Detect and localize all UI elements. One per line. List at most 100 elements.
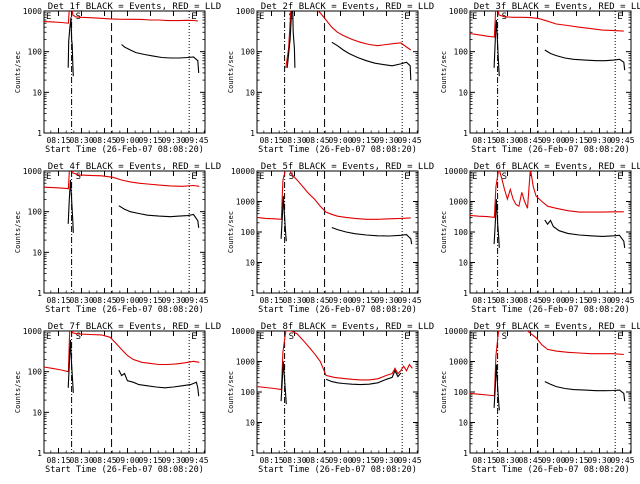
events-series-line [118,369,200,397]
panel-title: Det 7f BLACK = Events, RED = LLD [48,322,221,332]
y-tick-label: 10 [458,88,468,97]
x-tick-label: 09:30 [161,456,185,465]
y-axis-label: Counts/sec [14,371,22,413]
y-axis-label: Counts/sec [440,211,448,253]
y-tick-label: 100 [241,388,256,397]
x-tick-label: 09:30 [587,456,611,465]
plot-frame [43,10,206,134]
marker-s: S [289,172,294,182]
lld-series-line [285,11,412,68]
x-tick-label: 08:30 [282,296,306,305]
x-tick-label: 08:30 [282,456,306,465]
events-series-line [280,361,287,405]
marker-s: S [289,332,294,342]
y-tick-label: 10 [245,259,255,268]
x-tick-label: 08:30 [495,296,519,305]
y-tick-label: 10 [458,419,468,428]
panel-det-4: Det 4f BLACK = Events, RED = LLD 1 10 100 10… [14,162,221,315]
y-tick-label: 10 [245,88,255,97]
x-tick-label: 08:15 [259,456,283,465]
x-tick-label: 09:00 [328,456,352,465]
y-tick-label: 1 [37,129,42,138]
marker-e-start: E [472,332,477,342]
x-tick-label: 08:45 [92,136,116,145]
y-tick-label: 1000 [236,198,255,207]
marker-e: E [404,12,409,22]
x-tick-label: 08:45 [518,136,542,145]
y-axis-label: Counts/sec [440,51,448,93]
x-tick-label: 09:30 [374,296,398,305]
marker-e: E [191,12,196,22]
marker-e: E [404,172,409,182]
y-axis-label: Counts/sec [14,211,22,253]
x-tick-label: 09:15 [564,456,588,465]
x-tick-label: 08:30 [282,136,306,145]
lld-series-line [470,171,624,219]
y-tick-label: 1 [463,129,468,138]
events-series-line [544,219,626,248]
x-tick-label: 08:15 [46,136,70,145]
x-tick-label: 08:15 [259,136,283,145]
panel-title: Det 2f BLACK = Events, RED = LLD [261,2,434,12]
x-axis-label: Start Time (26-Feb-07 08:08:20) [45,305,204,315]
y-tick-label: 1000 [236,358,255,367]
y-tick-label: 1 [463,289,468,298]
marker-e-start: E [472,172,477,182]
x-tick-label: 09:30 [161,296,185,305]
lld-series-line [470,11,624,38]
panel-det-6: Det 6f BLACK = Events, RED = LLD 1 10 100 10… [440,162,640,315]
x-tick-label: 09:30 [587,136,611,145]
panel-det-1: Det 1f BLACK = Events, RED = LLD 1 10 100 10… [14,2,221,155]
y-tick-label: 100 [454,388,469,397]
x-tick-label: 08:30 [69,136,93,145]
y-tick-label: 100 [28,208,43,217]
lld-series-line [257,171,411,220]
x-tick-label: 08:45 [305,296,329,305]
marker-e-start: E [472,12,477,22]
lld-series-line [257,331,413,391]
plot-frame [256,10,419,134]
y-tick-label: 1000 [23,167,42,176]
events-series-line [331,226,413,245]
x-tick-label: 09:45 [610,136,634,145]
panel-det-2: Det 2f BLACK = Events, RED = LLD 1 10 100 10… [227,2,434,155]
panel-det-3: Det 3f BLACK = Events, RED = LLD 1 10 100 10… [440,2,640,155]
y-tick-label: 100 [241,48,256,57]
y-tick-label: 1 [37,449,42,458]
y-tick-label: 100 [28,368,43,377]
y-tick-label: 10 [458,259,468,268]
x-tick-label: 09:45 [184,456,208,465]
events-series-line [286,11,296,68]
marker-e: E [404,332,409,342]
plot-frame [43,330,206,454]
x-axis-label: Start Time (26-Feb-07 08:08:20) [471,305,630,315]
x-axis-label: Start Time (26-Feb-07 08:08:20) [258,465,417,475]
y-tick-label: 1 [250,129,255,138]
events-series-line [544,49,626,71]
y-tick-label: 1 [463,449,468,458]
x-tick-label: 09:30 [587,296,611,305]
events-series-line [493,364,500,411]
x-tick-label: 08:45 [305,136,329,145]
x-axis-label: Start Time (26-Feb-07 08:08:20) [258,305,417,315]
x-tick-label: 09:00 [115,296,139,305]
marker-e: E [617,332,622,342]
panel-title: Det 1f BLACK = Events, RED = LLD [48,2,221,12]
marker-e-start: E [259,332,264,342]
y-axis-label: Counts/sec [227,211,235,253]
y-tick-label: 1 [250,449,255,458]
events-series-line [325,369,402,386]
y-tick-label: 10 [32,248,42,257]
x-tick-label: 09:45 [184,136,208,145]
y-axis-label: Counts/sec [227,371,235,413]
y-axis-label: Counts/sec [227,51,235,93]
events-series-line [67,179,74,233]
x-tick-label: 09:15 [351,296,375,305]
x-tick-label: 09:00 [328,296,352,305]
x-tick-label: 09:45 [397,296,421,305]
x-tick-label: 09:45 [397,456,421,465]
x-tick-label: 08:30 [495,456,519,465]
panel-det-7: Det 7f BLACK = Events, RED = LLD 1 10 100 10… [14,322,221,475]
x-tick-label: 09:00 [115,136,139,145]
x-axis-label: Start Time (26-Feb-07 08:08:20) [258,145,417,155]
